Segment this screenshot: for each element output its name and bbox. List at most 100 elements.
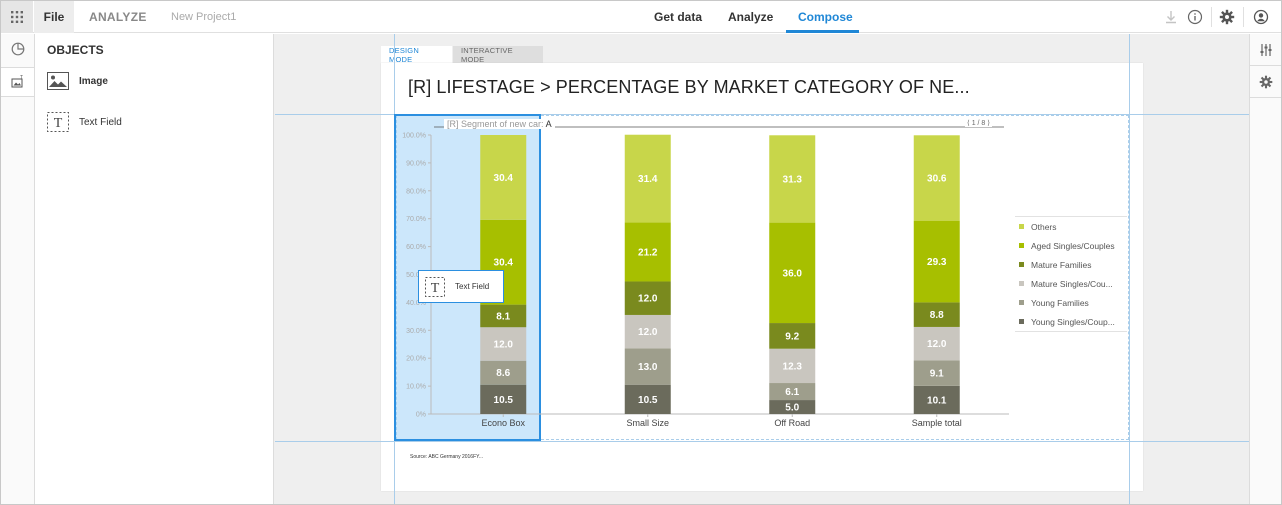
object-image[interactable]: Image	[47, 72, 108, 90]
bar-segment	[624, 348, 671, 385]
data-label: 30.6	[927, 173, 947, 184]
bar-segment	[913, 326, 960, 361]
legend-label: Mature Families	[1031, 259, 1092, 270]
data-label: 30.4	[494, 258, 514, 269]
y-tick-label: 80.0%	[406, 188, 426, 195]
svg-text:T: T	[20, 75, 23, 81]
layout-guide	[275, 441, 1249, 442]
bar-segment	[769, 323, 816, 349]
gear-icon[interactable]	[1250, 66, 1281, 98]
file-menu-button[interactable]: File	[34, 1, 74, 33]
data-label: 31.3	[783, 174, 803, 185]
data-label: 13.0	[638, 362, 658, 373]
legend-item[interactable]: Aged Singles/Couples	[1015, 236, 1127, 255]
legend-item[interactable]: Mature Families	[1015, 255, 1127, 274]
y-tick-label: 20.0%	[406, 356, 426, 363]
download-icon[interactable]	[1163, 9, 1179, 25]
bar-segment	[480, 360, 527, 385]
tab-get-data[interactable]: Get data	[654, 10, 703, 24]
report-source[interactable]: Source: ABC Germany 2016FY...	[410, 454, 484, 460]
drag-preview-label: Text Field	[455, 282, 490, 291]
legend-item[interactable]: Others	[1015, 217, 1127, 236]
data-label: 8.1	[496, 311, 510, 322]
toolbar-divider	[1211, 7, 1212, 27]
object-label: Image	[79, 75, 108, 87]
legend-item[interactable]: Young Families	[1015, 293, 1127, 312]
legend-swatch	[1019, 243, 1024, 248]
bar-segment	[913, 302, 960, 327]
data-label: 8.6	[496, 368, 510, 379]
chart-legend: Others Aged Singles/Couples Mature Familie…	[1015, 216, 1127, 332]
legend-swatch	[1019, 319, 1024, 324]
segment-filter-label[interactable]: [R] Segment of new car: A	[444, 119, 555, 129]
data-label: 12.0	[494, 339, 514, 350]
tab-design-mode[interactable]: DESIGN MODE	[381, 46, 452, 64]
svg-text:T: T	[431, 281, 440, 296]
object-text-field[interactable]: T Text Field	[47, 112, 122, 132]
bar-segment	[624, 222, 671, 282]
image-icon	[47, 72, 69, 90]
tab-interactive-mode[interactable]: INTERACTIVE MODE	[453, 46, 543, 64]
report-title[interactable]: [R] LIFESTAGE > PERCENTAGE BY MARKET CAT…	[408, 77, 970, 97]
data-label: 36.0	[783, 268, 803, 279]
legend-item[interactable]: Mature Singles/Cou...	[1015, 274, 1127, 293]
data-label: 29.3	[927, 257, 947, 268]
legend-label: Young Families	[1031, 297, 1089, 308]
segment-pager[interactable]: ⟨ 1 / 8 ⟩	[965, 119, 992, 127]
bar-segment	[480, 327, 527, 361]
sliders-icon[interactable]	[1250, 34, 1281, 66]
pie-chart-icon[interactable]	[1, 34, 34, 64]
y-tick-label: 0%	[416, 412, 426, 419]
project-name[interactable]: New Project1	[171, 11, 237, 23]
object-label: Text Field	[79, 116, 122, 128]
data-label: 12.3	[783, 361, 803, 372]
info-icon[interactable]	[1187, 9, 1203, 25]
objects-panel-title: OBJECTS	[47, 43, 104, 57]
bar-segment	[769, 348, 816, 384]
bar-segment	[624, 314, 671, 349]
legend-swatch	[1019, 224, 1024, 229]
data-label: 30.4	[494, 173, 514, 184]
x-tick-label: Off Road	[774, 418, 810, 428]
y-tick-label: 60.0%	[406, 244, 426, 251]
insert-objects-icon[interactable]: T	[1, 67, 34, 97]
legend-swatch	[1019, 300, 1024, 305]
text-field-icon: T	[425, 276, 445, 297]
bar-segment	[769, 383, 816, 401]
layout-guide	[275, 114, 1249, 115]
segment-filter-name: [R] Segment of new car:	[447, 119, 544, 129]
y-tick-label: 10.0%	[406, 384, 426, 391]
apps-grid-icon[interactable]	[1, 1, 33, 33]
user-account-icon[interactable]	[1253, 9, 1269, 25]
bar-segment	[913, 135, 960, 221]
toolbar-divider	[1243, 7, 1244, 27]
tab-compose[interactable]: Compose	[798, 10, 853, 24]
bar-segment	[480, 135, 527, 220]
data-label: 10.1	[927, 395, 947, 406]
data-label: 10.5	[494, 395, 514, 406]
x-tick-label: Econo Box	[481, 418, 525, 428]
y-tick-label: 30.0%	[406, 328, 426, 335]
gear-icon[interactable]	[1219, 9, 1235, 25]
legend-item[interactable]: Young Singles/Coup...	[1015, 312, 1127, 331]
right-rail	[1249, 34, 1281, 504]
bar-segment	[913, 360, 960, 386]
app-name: ANALYZE	[89, 10, 147, 24]
chevron-left-icon[interactable]: ⟨	[967, 120, 970, 127]
bar-segment	[769, 222, 816, 324]
drag-preview-text-field: T Text Field	[418, 270, 504, 303]
legend-swatch	[1019, 281, 1024, 286]
bar-segment	[913, 385, 960, 414]
data-label: 31.4	[638, 174, 658, 185]
tab-analyze[interactable]: Analyze	[728, 10, 774, 24]
layout-guide	[1129, 34, 1130, 504]
data-label: 6.1	[785, 387, 799, 398]
bar-segment	[624, 134, 671, 223]
y-tick-label: 100.0%	[402, 133, 426, 140]
chevron-right-icon[interactable]: ⟩	[987, 120, 990, 127]
y-tick-label: 40.0%	[406, 300, 426, 307]
pager-text: 1 / 8	[971, 120, 986, 127]
bar-segment	[769, 135, 816, 223]
